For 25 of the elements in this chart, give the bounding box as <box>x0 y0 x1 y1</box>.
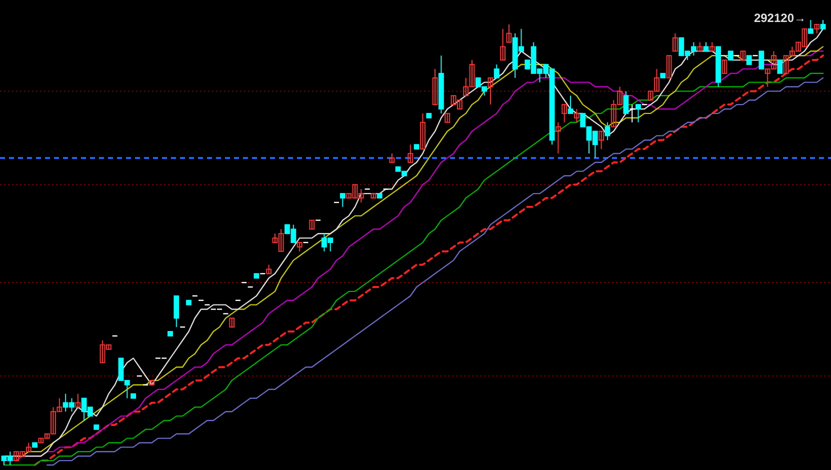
candlestick <box>808 20 814 34</box>
candlestick <box>494 64 500 78</box>
candlestick <box>174 295 180 328</box>
candlestick <box>574 108 580 123</box>
candlestick <box>722 60 728 74</box>
candlestick <box>506 24 512 43</box>
candlestick <box>408 144 414 163</box>
candlestick <box>488 77 494 106</box>
candlestick <box>500 28 506 61</box>
candlestick <box>432 68 438 106</box>
candlestick <box>666 55 672 78</box>
annotation: 292120→ <box>754 11 806 25</box>
candlestick <box>562 104 568 123</box>
candlestick <box>672 32 678 52</box>
candlestick <box>623 90 629 114</box>
candlestick <box>598 130 604 150</box>
candlestick <box>568 95 574 114</box>
candlestick <box>636 104 641 123</box>
candlestick <box>420 112 426 150</box>
candlestick <box>340 193 346 208</box>
candlestick <box>758 50 764 70</box>
candlestick <box>556 122 561 154</box>
candlestick <box>777 60 783 74</box>
candlestick <box>75 393 81 408</box>
candlestick <box>604 122 610 141</box>
